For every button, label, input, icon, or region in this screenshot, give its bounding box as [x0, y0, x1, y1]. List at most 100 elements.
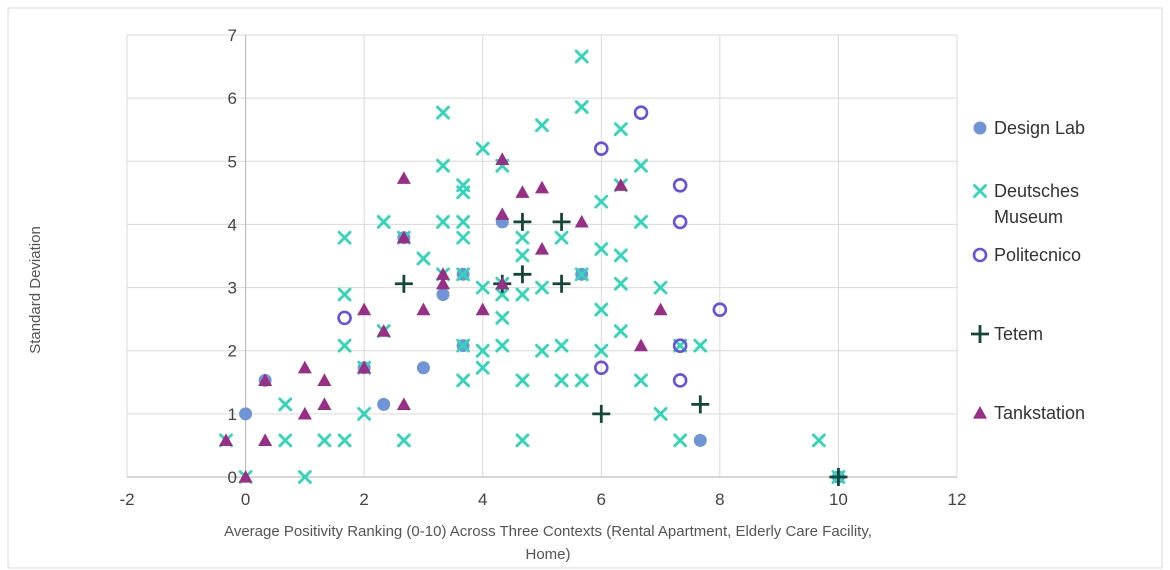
data-point [554, 230, 569, 245]
data-point [317, 433, 332, 448]
data-point [297, 470, 312, 484]
x-tick-label: 12 [948, 490, 967, 509]
data-point [436, 158, 450, 173]
y-tick-label: 0 [228, 468, 237, 487]
series-politecnico [337, 105, 728, 388]
data-point [436, 288, 450, 302]
data-point [515, 287, 530, 302]
legend-entry: Tankstation [973, 403, 1085, 423]
data-point [829, 468, 848, 486]
data-point [456, 215, 471, 229]
data-point [278, 433, 293, 448]
data-point [219, 433, 234, 446]
data-point [594, 302, 609, 317]
data-point [475, 141, 490, 156]
y-tick-label: 5 [228, 152, 237, 171]
legend-entry: Deutsches Museum [973, 181, 1079, 227]
data-point [337, 433, 352, 448]
data-point [435, 276, 450, 290]
data-point [592, 404, 611, 423]
legend-label: Museum [994, 207, 1063, 227]
data-point [613, 122, 628, 136]
data-point [475, 343, 490, 358]
legend-label: Tankstation [994, 403, 1085, 423]
data-point [634, 373, 648, 388]
data-point [574, 100, 589, 114]
legend-label: Tetem [994, 324, 1043, 344]
data-point [435, 267, 450, 280]
data-point [317, 373, 332, 386]
data-point [613, 276, 628, 291]
data-point [357, 360, 372, 374]
data-point [554, 338, 569, 353]
data-point [634, 338, 649, 352]
data-point [593, 141, 609, 156]
data-point [456, 373, 471, 388]
data-point [593, 360, 609, 376]
data-point [613, 178, 628, 191]
axes [127, 35, 957, 478]
data-point [337, 338, 352, 353]
data-point [337, 230, 352, 245]
data-point [278, 397, 293, 412]
data-point [515, 433, 530, 448]
data-point [297, 406, 312, 420]
data-point [258, 373, 273, 386]
legend: Design Lab Deutsches Museum Politecnico Tete… [971, 118, 1085, 423]
data-point [672, 214, 688, 230]
data-point [515, 373, 530, 388]
data-point [673, 433, 688, 448]
data-point [495, 338, 510, 353]
legend-label: Design Lab [994, 118, 1085, 138]
x-tick-label: 4 [478, 490, 487, 509]
data-point [535, 343, 549, 358]
data-point [535, 280, 549, 295]
legend-entry: Design Lab [973, 118, 1085, 138]
data-point [394, 274, 413, 293]
y-tick-label: 7 [228, 26, 237, 45]
series-tetem [394, 212, 848, 486]
data-point [475, 280, 490, 295]
data-point [513, 265, 532, 284]
data-point [515, 185, 530, 198]
legend-marker [972, 247, 988, 263]
data-point [416, 302, 431, 316]
data-point [396, 397, 411, 410]
data-point [337, 310, 352, 326]
y-tick-label: 2 [228, 342, 237, 361]
y-tick-label: 6 [228, 89, 237, 108]
data-point [239, 407, 253, 421]
y-axis-title: Standard Deviation [27, 226, 44, 354]
data-point [258, 433, 273, 446]
data-point [456, 230, 471, 245]
data-point [337, 287, 352, 302]
data-point [495, 276, 510, 290]
data-points [219, 49, 848, 486]
x-axis-title-line-1: Average Positivity Ranking (0-10) Across… [224, 523, 872, 540]
data-point [475, 302, 490, 316]
legend-label: Deutsches [994, 181, 1079, 201]
data-point [377, 397, 391, 411]
data-point [535, 180, 549, 194]
data-point [376, 215, 391, 229]
data-point [634, 215, 648, 229]
x-tick-label: 0 [241, 490, 250, 509]
data-point [613, 248, 628, 263]
data-point [574, 49, 589, 64]
data-point [515, 230, 530, 245]
data-point [396, 171, 411, 184]
y-tick-label: 1 [228, 405, 237, 424]
x-axis-title-line-2: Home) [525, 546, 570, 563]
data-point [416, 361, 430, 375]
data-point [613, 324, 628, 339]
data-point [357, 302, 372, 316]
x-tick-label: 6 [597, 490, 606, 509]
data-point [456, 267, 471, 282]
data-point [456, 338, 471, 353]
data-point [693, 433, 707, 447]
data-point [712, 302, 728, 317]
data-point [238, 470, 253, 483]
